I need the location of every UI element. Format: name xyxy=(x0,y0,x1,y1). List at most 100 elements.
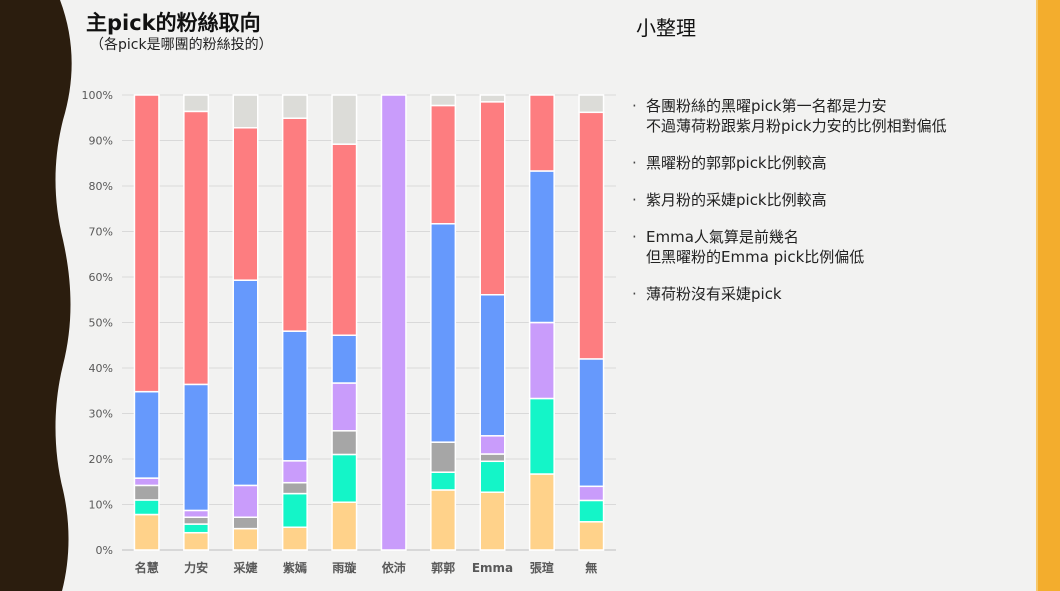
note-text: Emma人氣算是前幾名但黑曜粉的Emma pick比例偏低 xyxy=(646,227,864,267)
x-tick-label: 郭郭 xyxy=(431,560,455,575)
x-tick-label: 依沛 xyxy=(382,560,406,575)
bar-segment xyxy=(479,101,506,296)
note-line: 各團粉絲的黑曜pick第一名都是力安 xyxy=(646,97,887,115)
y-tick-label: 70% xyxy=(89,226,113,239)
bullet-dot: · xyxy=(632,285,637,303)
y-tick-label: 10% xyxy=(89,499,113,512)
bar-segment xyxy=(281,460,308,484)
bar-segment xyxy=(430,441,457,473)
bar-segment xyxy=(281,526,308,551)
bar-segment xyxy=(232,94,259,129)
bar-segment xyxy=(430,489,457,551)
y-tick-label: 20% xyxy=(89,453,113,466)
note-text: 黑曜粉的郭郭pick比例較高 xyxy=(646,153,827,173)
x-tick-label: 采婕 xyxy=(232,560,258,575)
bullet-dot: · xyxy=(632,154,637,172)
note-line: 紫月粉的采婕pick比例較高 xyxy=(646,191,827,209)
bar-segment xyxy=(331,334,358,384)
y-tick-label: 0% xyxy=(96,544,113,557)
bar-segment xyxy=(479,293,506,437)
bar-segment xyxy=(578,111,605,360)
bar-segment xyxy=(528,170,555,324)
x-tick-label: 雨璇 xyxy=(332,560,357,575)
bar-segment xyxy=(281,330,308,462)
note-item: · 各團粉絲的黑曜pick第一名都是力安不過薄荷粉跟紫月粉pick力安的比例相對偏… xyxy=(632,96,1022,136)
x-tick-label: Emma xyxy=(472,561,513,575)
bar-segment xyxy=(183,94,210,113)
bar-segment xyxy=(528,321,555,400)
bar-segment xyxy=(578,94,605,114)
page-title: 主pick的粉絲取向 xyxy=(86,11,261,35)
bar-segment xyxy=(232,527,259,551)
bar-segment xyxy=(331,94,358,145)
page-subtitle: （各pick是哪團的粉絲投的） xyxy=(90,37,273,53)
right-accent-edge xyxy=(1036,0,1038,591)
bar-segment xyxy=(528,473,555,551)
bar-segment xyxy=(331,453,358,503)
bar-segment xyxy=(183,509,210,518)
bar-segment xyxy=(281,481,308,495)
y-tick-label: 60% xyxy=(89,271,113,284)
bar-segment xyxy=(281,94,308,119)
x-tick-label: 力安 xyxy=(184,560,208,575)
bar-segment xyxy=(133,477,160,487)
stacked-bar-chart: 0% 10% 20% 30% 40% 50% 60% 70% 80% 90% 100% 名慧 力安 采婕 紫… xyxy=(82,89,616,575)
bar-segment xyxy=(430,104,457,225)
y-tick-label: 90% xyxy=(89,135,113,148)
bar-segment xyxy=(479,460,506,493)
note-text: 紫月粉的采婕pick比例較高 xyxy=(646,190,827,210)
bar-segment xyxy=(133,484,160,501)
bar-segment xyxy=(232,279,259,487)
bar-segment xyxy=(183,383,210,512)
bar-segment xyxy=(183,523,210,534)
title-block: 主pick的粉絲取向 （各pick是哪團的粉絲投的） xyxy=(86,10,273,54)
bar-segment xyxy=(183,531,210,551)
summary-title: 小整理 xyxy=(636,16,696,40)
bar-segment xyxy=(331,382,358,432)
x-tick-label: 張瑄 xyxy=(530,560,554,575)
note-line: 不過薄荷粉跟紫月粉pick力安的比例相對偏低 xyxy=(646,117,947,135)
bar-segment xyxy=(232,484,259,518)
note-line: 但黑曜粉的Emma pick比例偏低 xyxy=(646,248,865,266)
y-tick-label: 80% xyxy=(89,180,113,193)
bullet-dot: · xyxy=(632,228,637,246)
bar-segment xyxy=(133,513,160,551)
bar-segment xyxy=(281,492,308,528)
bar-segment xyxy=(331,143,358,336)
bar-segment xyxy=(183,516,210,525)
bar-segment xyxy=(331,430,358,456)
note-line: 黑曜粉的郭郭pick比例較高 xyxy=(646,154,827,172)
right-accent-bar xyxy=(1038,0,1060,591)
bar-segment xyxy=(479,435,506,455)
bar-segment xyxy=(183,110,210,386)
bullet-dot: · xyxy=(632,191,637,209)
bar-segment xyxy=(528,94,555,172)
bar-segment xyxy=(430,94,457,107)
note-line: 薄荷粉沒有采婕pick xyxy=(646,285,782,303)
left-wavy-decoration xyxy=(0,0,72,591)
y-tick-label: 40% xyxy=(89,362,113,375)
note-text: 各團粉絲的黑曜pick第一名都是力安不過薄荷粉跟紫月粉pick力安的比例相對偏低 xyxy=(646,96,947,136)
bar-segment xyxy=(281,117,308,332)
bar-segment xyxy=(578,358,605,488)
bar-segment xyxy=(528,397,555,475)
bar-segment xyxy=(133,499,160,516)
bar-segment xyxy=(380,94,407,551)
bullet-dot: · xyxy=(632,97,637,115)
x-tick-label: 紫嫣 xyxy=(283,560,307,575)
bar-segment xyxy=(479,491,506,551)
bar-segment xyxy=(232,516,259,530)
x-tick-label: 無 xyxy=(585,560,597,575)
bar-segment xyxy=(578,521,605,551)
notes-list: · 各團粉絲的黑曜pick第一名都是力安不過薄荷粉跟紫月粉pick力安的比例相對偏… xyxy=(632,96,1022,321)
note-line: Emma人氣算是前幾名 xyxy=(646,228,799,246)
bar-segment xyxy=(133,94,160,393)
bar-segment xyxy=(133,390,160,479)
bar-segment xyxy=(479,453,506,463)
bar-segment xyxy=(232,127,259,281)
x-tick-label: 名慧 xyxy=(135,560,159,575)
bar-segment xyxy=(430,223,457,443)
note-item: · 黑曜粉的郭郭pick比例較高 xyxy=(632,153,1022,173)
bar-segment xyxy=(430,471,457,491)
bar-segment xyxy=(479,94,506,103)
